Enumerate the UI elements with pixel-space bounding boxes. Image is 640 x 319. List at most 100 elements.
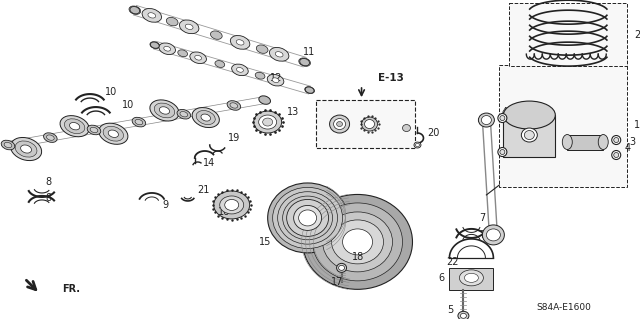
Ellipse shape [339, 265, 344, 271]
Ellipse shape [614, 152, 619, 158]
Ellipse shape [305, 87, 314, 93]
Ellipse shape [287, 199, 328, 236]
Ellipse shape [154, 103, 175, 118]
Ellipse shape [135, 119, 143, 125]
Ellipse shape [108, 130, 118, 137]
Bar [316, 100, 415, 148]
Ellipse shape [4, 142, 12, 148]
Text: 16: 16 [218, 207, 230, 217]
Text: 10: 10 [122, 100, 134, 110]
Ellipse shape [215, 61, 225, 67]
Ellipse shape [214, 191, 250, 219]
Ellipse shape [303, 195, 413, 289]
Bar [509, 3, 627, 66]
Ellipse shape [460, 313, 467, 318]
Ellipse shape [164, 46, 171, 51]
Ellipse shape [500, 150, 505, 154]
Bar [449, 268, 493, 290]
Ellipse shape [150, 100, 179, 121]
Ellipse shape [225, 199, 239, 211]
Ellipse shape [332, 220, 383, 264]
Ellipse shape [230, 103, 237, 108]
Ellipse shape [278, 192, 337, 244]
Ellipse shape [232, 64, 248, 76]
Ellipse shape [273, 187, 342, 249]
Ellipse shape [179, 20, 199, 34]
Ellipse shape [465, 273, 479, 282]
Text: 7: 7 [479, 213, 486, 223]
Ellipse shape [330, 115, 349, 133]
Ellipse shape [283, 196, 333, 240]
Text: 17: 17 [332, 277, 344, 287]
Ellipse shape [1, 140, 15, 150]
Ellipse shape [132, 117, 146, 127]
Ellipse shape [305, 87, 314, 93]
Ellipse shape [150, 42, 159, 48]
Ellipse shape [159, 107, 170, 114]
Ellipse shape [269, 48, 289, 61]
Ellipse shape [479, 113, 494, 127]
Ellipse shape [220, 196, 244, 214]
Ellipse shape [129, 6, 141, 14]
Text: 7: 7 [479, 230, 486, 240]
Ellipse shape [10, 137, 42, 160]
Text: 6: 6 [438, 273, 444, 283]
Ellipse shape [483, 225, 504, 245]
Ellipse shape [159, 43, 175, 55]
Text: 5: 5 [447, 305, 453, 315]
Ellipse shape [323, 212, 392, 272]
Ellipse shape [150, 42, 160, 48]
Ellipse shape [180, 112, 188, 117]
Ellipse shape [20, 145, 31, 153]
Ellipse shape [201, 114, 211, 121]
Ellipse shape [312, 203, 403, 281]
Ellipse shape [612, 151, 621, 160]
Ellipse shape [90, 127, 98, 133]
Ellipse shape [614, 137, 619, 143]
Ellipse shape [259, 96, 271, 104]
Ellipse shape [60, 115, 89, 137]
Ellipse shape [498, 114, 507, 122]
Ellipse shape [563, 135, 572, 150]
Bar [499, 65, 627, 187]
Text: 3: 3 [629, 137, 636, 147]
Ellipse shape [598, 135, 608, 150]
Ellipse shape [272, 78, 279, 83]
Text: 15: 15 [259, 237, 271, 247]
Ellipse shape [196, 111, 215, 124]
Ellipse shape [300, 58, 310, 66]
Ellipse shape [522, 128, 538, 142]
Text: 2: 2 [634, 30, 640, 40]
Ellipse shape [148, 13, 156, 18]
Ellipse shape [87, 125, 100, 135]
Ellipse shape [498, 147, 507, 157]
Ellipse shape [130, 6, 140, 14]
Ellipse shape [268, 183, 348, 253]
Bar [567, 135, 604, 150]
Text: E-13: E-13 [378, 73, 403, 83]
Ellipse shape [275, 52, 283, 57]
Ellipse shape [99, 123, 128, 144]
Ellipse shape [178, 50, 188, 57]
Text: 9: 9 [163, 200, 169, 210]
Ellipse shape [166, 18, 178, 26]
Ellipse shape [47, 135, 54, 140]
Text: 12: 12 [269, 73, 282, 83]
Text: 4: 4 [501, 107, 508, 117]
Ellipse shape [415, 144, 419, 146]
Text: 4: 4 [624, 143, 630, 153]
Ellipse shape [299, 210, 317, 226]
Text: 22: 22 [446, 257, 458, 267]
Ellipse shape [103, 126, 124, 141]
Ellipse shape [299, 58, 310, 66]
Text: 1: 1 [634, 120, 640, 130]
Ellipse shape [15, 141, 37, 157]
Ellipse shape [227, 101, 241, 110]
Text: 21: 21 [196, 185, 209, 195]
Ellipse shape [333, 119, 346, 130]
Ellipse shape [524, 130, 534, 139]
Ellipse shape [458, 311, 469, 319]
Ellipse shape [414, 142, 421, 148]
Ellipse shape [268, 74, 284, 86]
Text: 8: 8 [45, 193, 51, 203]
